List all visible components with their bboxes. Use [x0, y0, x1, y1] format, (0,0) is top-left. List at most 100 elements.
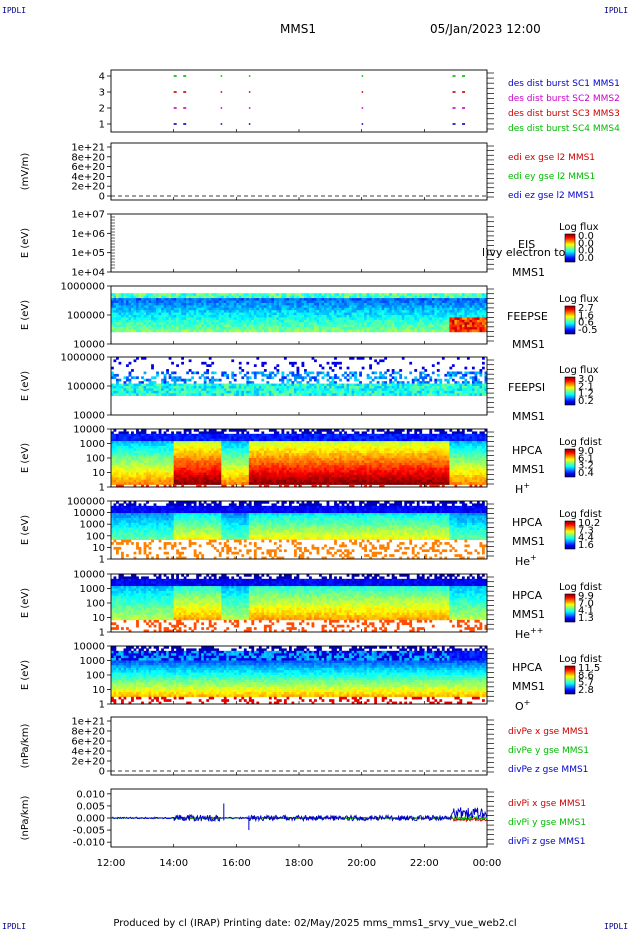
colorbar-tick-label: 4.1 — [578, 606, 594, 617]
hpca_hepp-tick-label: 1 — [99, 628, 105, 639]
colorbar-tick-label: 1.3 — [578, 613, 594, 624]
legend-entry: des dist burst SC4 MMS4 — [508, 124, 620, 134]
burst-mark — [248, 107, 251, 109]
burst-mark — [183, 107, 187, 109]
hpca_he-tick-label: 10000 — [73, 508, 105, 519]
x-tick-label: 16:00 — [222, 858, 251, 869]
eis-tick-label: 1e+05 — [71, 248, 105, 259]
hpca_he-tick-label: 1 — [99, 555, 105, 566]
side-label: FEEPSE — [507, 310, 548, 323]
edi-tick-label: 1e+21 — [71, 143, 105, 154]
divpe-tick-label: 6e+20 — [71, 737, 105, 748]
side-label: HPCA — [512, 444, 543, 457]
divpi-tick-label: -0.010 — [73, 838, 105, 849]
y-axis-label: E (eV) — [20, 588, 31, 618]
colorbar-tick-label: 0.4 — [578, 468, 594, 479]
colorbar-scale — [564, 593, 576, 623]
side-label: MMS1 — [512, 608, 545, 621]
legend-entry: edi ex gse l2 MMS1 — [508, 153, 595, 163]
burst-tick-label: 2 — [99, 104, 105, 115]
eis-tick-label: 1e+07 — [71, 210, 105, 221]
divpi-tick-label: 0.005 — [76, 801, 105, 812]
y-axis-label: E (eV) — [20, 228, 31, 258]
burst-mark — [452, 75, 456, 77]
divpe-tick-label: 1e+21 — [71, 717, 105, 728]
side-label: HPCA — [512, 516, 543, 529]
feepsi-tick-label: 100000 — [67, 382, 105, 393]
y-axis-label: E (eV) — [20, 660, 31, 690]
burst-mark — [462, 91, 466, 93]
corner-label-top-right: IPDLI — [604, 6, 629, 15]
series-divpi-z — [111, 807, 488, 823]
side-label: FEEPSI — [508, 381, 545, 394]
colorbar-tick-label: 2.1 — [578, 381, 594, 392]
legend-entry: divPi x gse MMS1 — [508, 799, 586, 809]
side-label: MMS1 — [512, 535, 545, 548]
burst-mark — [220, 123, 223, 125]
spectrogram-hpca_o — [111, 646, 488, 705]
species-label: He+ — [515, 553, 537, 568]
colorbar-tick-label: 3.0 — [578, 374, 594, 385]
side-label: MMS1 — [512, 680, 545, 693]
colorbar-scale — [564, 665, 576, 695]
panel-burst — [110, 69, 488, 133]
x-tick-label: 18:00 — [285, 858, 314, 869]
feepse-tick-label: 10000 — [73, 340, 105, 351]
burst-tick-label: 1 — [99, 120, 105, 131]
burst-mark — [248, 91, 251, 93]
panel-eis — [110, 213, 488, 273]
side-label: MMS1 — [512, 266, 545, 279]
corner-label-bottom-left: IPDLI — [2, 922, 27, 931]
datetime-title: 05/Jan/2023 12:00 — [430, 22, 541, 36]
colorbar-tick-label: 10.2 — [578, 518, 600, 529]
colorbar-tick-label: 1.2 — [578, 389, 594, 400]
legend-entry: edi ey gse l2 MMS1 — [508, 172, 595, 182]
side-label: EIS — [518, 238, 535, 251]
legend-entry: divPi z gse MMS1 — [508, 837, 585, 847]
x-tick-label: 12:00 — [97, 858, 126, 869]
colorbar-tick-label: 5.7 — [578, 678, 594, 689]
colorbar-tick-label: 0.0 — [578, 231, 594, 242]
burst-mark — [462, 123, 466, 125]
spectrogram-feepsi — [111, 357, 488, 396]
hpca_o-tick-label: 1000 — [80, 656, 105, 667]
divpi-tick-label: 0.010 — [76, 789, 105, 800]
colorbar-tick-label: 1.6 — [578, 540, 594, 551]
legend-entry: divPe x gse MMS1 — [508, 727, 589, 737]
colorbar-tick-label: 9.9 — [578, 591, 594, 602]
x-tick-label: 22:00 — [410, 858, 439, 869]
side-label: MMS1 — [512, 410, 545, 423]
burst-mark — [462, 75, 466, 77]
colorbar-title: Log fdist — [559, 437, 602, 448]
colorbar-tick-label: 7.3 — [578, 525, 594, 536]
burst-mark — [173, 107, 177, 109]
colorbar-scale — [564, 305, 576, 335]
colorbar-tick-label: 2.8 — [578, 685, 594, 696]
colorbar-tick-label: 1.6 — [578, 310, 594, 321]
colorbar-tick-label: 2.7 — [578, 303, 594, 314]
spectrogram-hpca_he — [111, 501, 488, 560]
burst-mark — [183, 75, 187, 77]
hpca_o-tick-label: 100 — [86, 671, 105, 682]
species-label: He++ — [515, 626, 543, 641]
divpe-tick-label: 8e+20 — [71, 727, 105, 738]
burst-mark — [248, 123, 251, 125]
colorbar-title: Log fdist — [559, 654, 602, 665]
feepsi-tick-label: 1000000 — [60, 353, 105, 364]
hpca_hepp-tick-label: 10000 — [73, 570, 105, 581]
side-label: HPCA — [512, 661, 543, 674]
legend-entry: divPe y gse MMS1 — [508, 746, 589, 756]
x-tick-label: 14:00 — [159, 858, 188, 869]
legend-entry: des dist burst SC3 MMS3 — [508, 109, 620, 119]
burst-mark — [462, 107, 466, 109]
panel-edi — [110, 142, 488, 201]
legend-entry: des dist burst SC2 MMS2 — [508, 94, 620, 104]
colorbar-title: Log flux — [559, 222, 599, 233]
hpca_hepp-tick-label: 100 — [86, 599, 105, 610]
legend-entry: divPe z gse MMS1 — [508, 765, 588, 775]
hpca_he-tick-label: 10 — [92, 543, 105, 554]
